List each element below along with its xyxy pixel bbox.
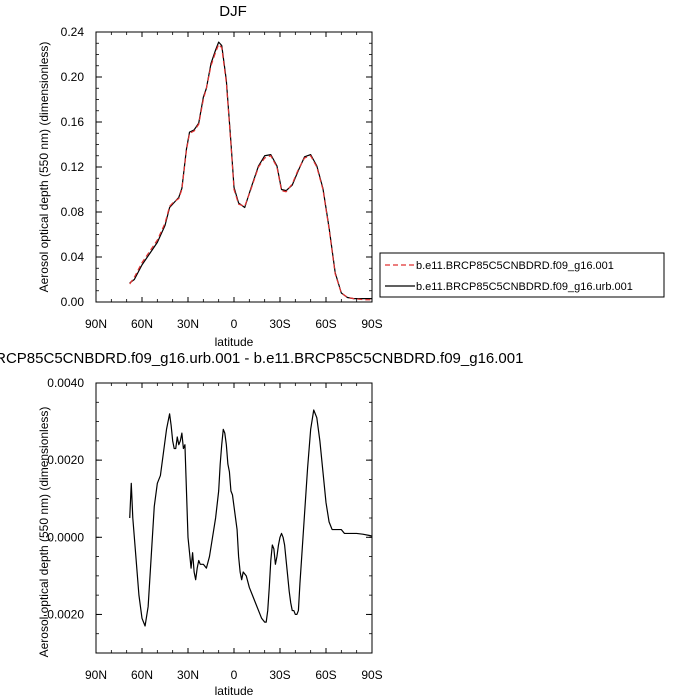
- top-chart-series: [129, 41, 372, 301]
- bottom-chart-series-line-1: [129, 409, 373, 627]
- top-chart: DJF 90N 60N 30N 0 30S 60S 90S 0.00 0.04 0.08 0.12…: [37, 3, 665, 349]
- top-chart-y-tick-label: 0.08: [61, 205, 85, 219]
- bottom-chart-x-tick-label: 60S: [315, 668, 336, 682]
- top-chart-y-tick-label: 0.00: [61, 295, 85, 309]
- bottom-chart-x-tick-label: 0: [231, 668, 238, 682]
- bottom-chart-x-ticks: 90N 60N 30N 0 30S 60S 90S: [85, 383, 383, 682]
- top-chart-x-tick-label: 90N: [85, 317, 107, 331]
- legend-label-series-2: b.e11.BRCP85C5CNBDRD.f09_g16.urb.001: [416, 281, 633, 293]
- top-chart-y-tick-label: 0.20: [61, 70, 85, 84]
- top-chart-series-line-2: [129, 41, 372, 300]
- top-chart-y-ticks: 0.00 0.04 0.08 0.12 0.16 0.20 0.24: [61, 25, 372, 309]
- top-chart-x-tick-label: 60S: [315, 317, 336, 331]
- top-chart-y-tick-label: 0.04: [61, 250, 85, 264]
- bottom-chart-y-tick-label: 0.0000: [47, 530, 84, 544]
- legend-box: [379, 252, 665, 298]
- bottom-chart-series: [129, 409, 373, 627]
- top-chart-y-tick-label: 0.16: [61, 115, 85, 129]
- top-chart-x-tick-label: 30N: [177, 317, 199, 331]
- bottom-chart-x-tick-label: 90N: [85, 668, 107, 682]
- top-chart-frame: [95, 31, 373, 303]
- bottom-chart-xlabel: latitude: [215, 684, 254, 698]
- bottom-chart-y-ticks: -0.0020 0.0000 0.0020 0.0040: [43, 376, 372, 654]
- top-chart-xlabel: latitude: [215, 335, 254, 349]
- top-chart-y-tick-label: 0.12: [61, 160, 85, 174]
- top-chart-y-tick-label: 0.24: [61, 25, 85, 39]
- bottom-chart-y-tick-label: -0.0020: [43, 607, 84, 621]
- bottom-chart-y-tick-label: 0.0020: [47, 453, 84, 467]
- bottom-chart-title: b.e11.BRCP85C5CNBDRD.f09_g16.urb.001 - b…: [0, 350, 523, 367]
- top-chart-x-ticks: 90N 60N 30N 0 30S 60S 90S: [85, 32, 383, 331]
- top-chart-x-tick-label: 90S: [361, 317, 382, 331]
- top-chart-x-tick-label: 30S: [269, 317, 290, 331]
- bottom-chart-ylabel: Aerosol optical depth (550 nm) (dimensio…: [37, 407, 51, 658]
- bottom-chart-x-tick-label: 60N: [131, 668, 153, 682]
- bottom-chart-x-tick-label: 90S: [361, 668, 382, 682]
- top-chart-ylabel: Aerosol optical depth (550 nm) (dimensio…: [37, 42, 51, 293]
- top-chart-x-tick-label: 0: [231, 317, 238, 331]
- top-chart-title: DJF: [219, 3, 247, 20]
- top-chart-x-tick-label: 60N: [131, 317, 153, 331]
- bottom-chart: b.e11.BRCP85C5CNBDRD.f09_g16.urb.001 - b…: [0, 350, 523, 698]
- top-chart-legend: b.e11.BRCP85C5CNBDRD.f09_g16.001 b.e11.B…: [379, 252, 665, 298]
- bottom-chart-y-tick-label: 0.0040: [47, 376, 84, 390]
- bottom-chart-x-tick-label: 30N: [177, 668, 199, 682]
- top-chart-series-line-1: [129, 43, 372, 301]
- bottom-chart-frame: [95, 382, 373, 654]
- legend-label-series-1: b.e11.BRCP85C5CNBDRD.f09_g16.001: [416, 260, 614, 272]
- bottom-chart-x-tick-label: 30S: [269, 668, 290, 682]
